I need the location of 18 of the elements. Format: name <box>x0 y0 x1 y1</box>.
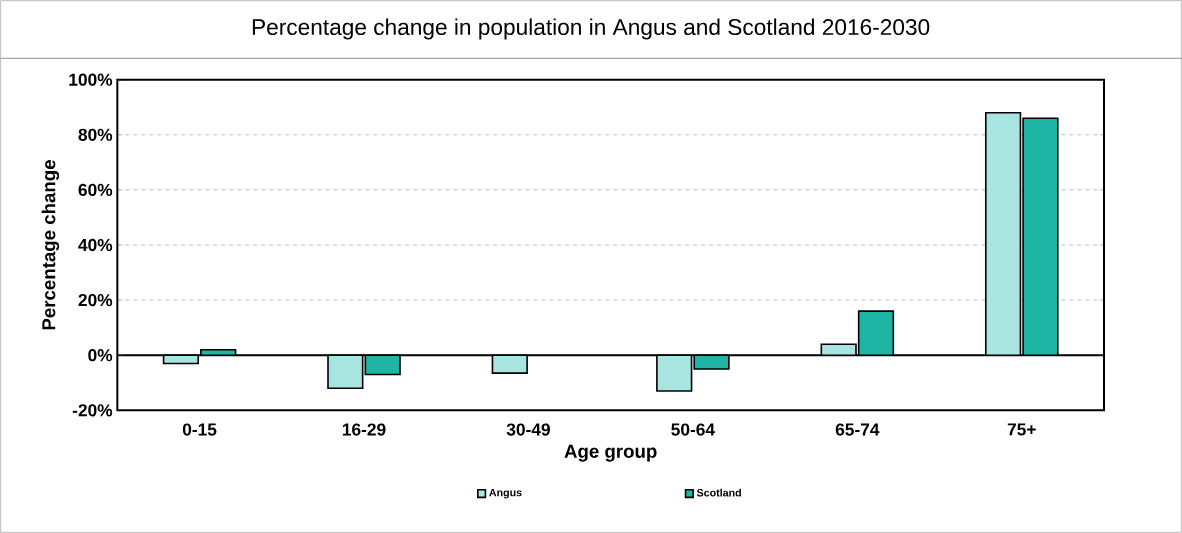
y-tick-label: 20% <box>78 293 113 307</box>
x-tick-label: 0-15 <box>182 423 217 436</box>
y-tick-label: 60% <box>78 183 113 197</box>
x-tick-label: 65-74 <box>835 423 880 436</box>
x-axis-title: Age group <box>564 444 657 462</box>
y-axis-title: Percentage change <box>41 160 60 330</box>
legend-label: Angus <box>489 488 522 499</box>
x-tick-label: 30-49 <box>506 423 550 436</box>
y-tick-label: -20% <box>72 404 113 417</box>
legend-label: Scotland <box>696 488 741 497</box>
x-tick-label: 50-64 <box>671 423 715 436</box>
x-tick-label: 75+ <box>1007 423 1036 436</box>
chart-title: Percentage change in population in Angus and Scotland 2016-2030 <box>252 18 930 40</box>
y-tick-label: 40% <box>78 238 113 252</box>
y-tick-label: 80% <box>78 128 113 141</box>
y-tick-label: 100% <box>69 73 113 86</box>
x-tick-label: 16-29 <box>342 423 386 436</box>
y-tick-label: 0% <box>88 349 113 362</box>
